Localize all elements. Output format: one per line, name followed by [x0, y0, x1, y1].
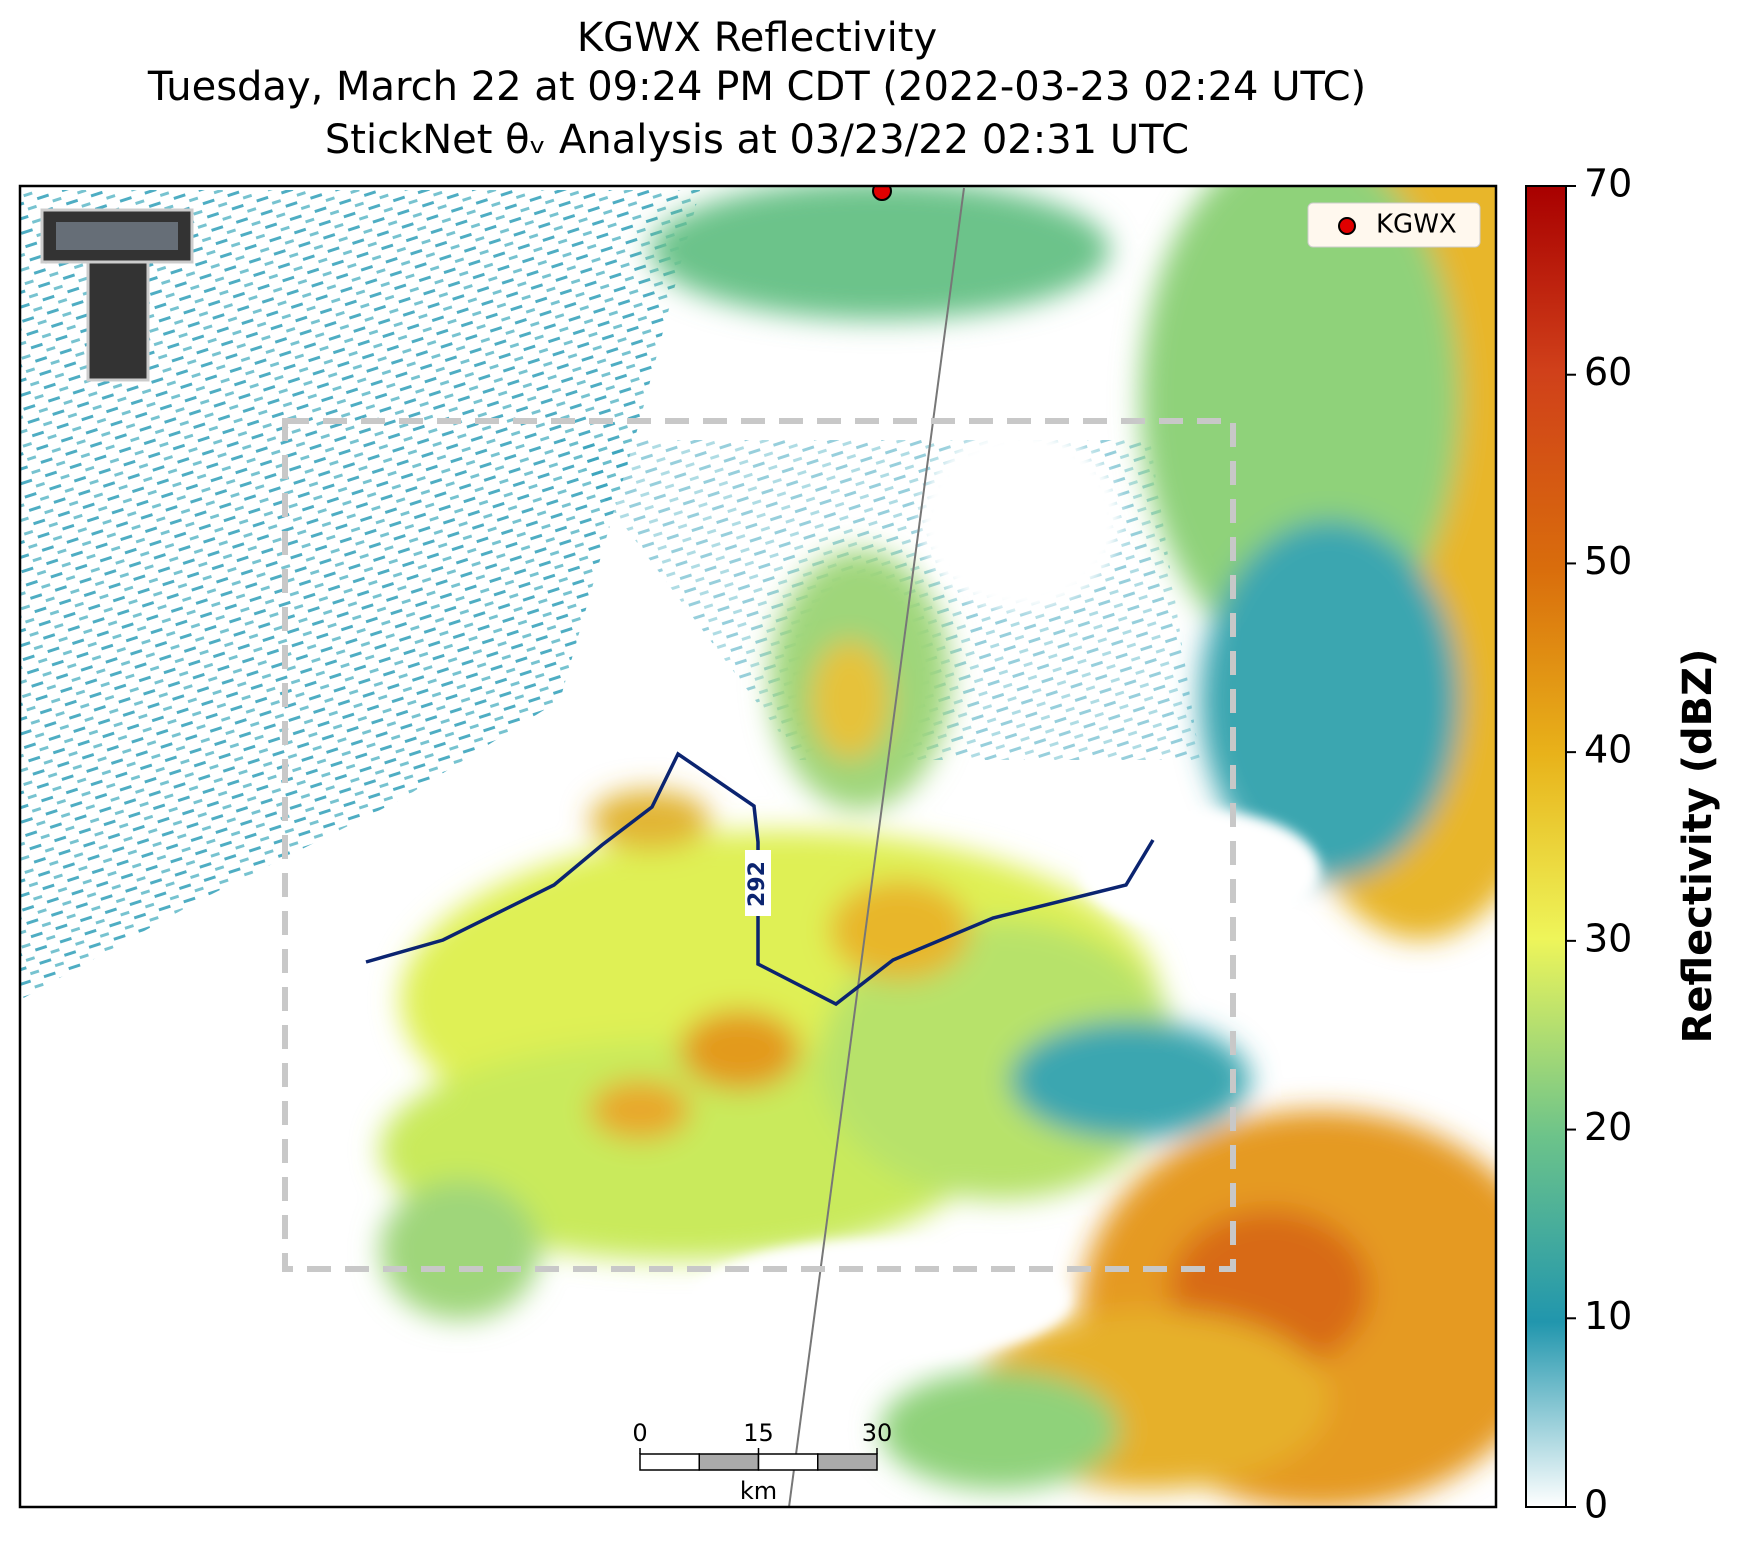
- colorbar-tick-label: 20: [1584, 1105, 1632, 1149]
- scale-bar: 0 15 30 km: [632, 1419, 892, 1505]
- title: KGWX Reflectivity Tuesday, March 22 at 0…: [147, 15, 1366, 163]
- scale-segment: [817, 1453, 878, 1471]
- radar-site: [872, 186, 892, 201]
- colorbar-tick-label: 10: [1584, 1294, 1632, 1338]
- contour-label: 292: [745, 861, 770, 907]
- colorbar-tick-label: 70: [1584, 162, 1632, 206]
- colorbar-tick-label: 30: [1584, 916, 1632, 960]
- colorbar-tick-label: 60: [1584, 350, 1632, 394]
- radar-map: 292 KGWX 0 15 30 km: [20, 186, 1496, 1507]
- colorbar-tick-label: 50: [1584, 539, 1632, 583]
- title-line: StickNet θᵥ Analysis at 03/23/22 02:31 U…: [325, 117, 1189, 163]
- colorbar: Reflectivity (dBZ) 0 10 20 30 40 50 60 70: [1525, 162, 1721, 1527]
- colorbar-label: Reflectivity (dBZ): [1675, 649, 1721, 1044]
- scale-tick-label: 15: [743, 1419, 774, 1447]
- colorbar-tick-label: 40: [1584, 728, 1632, 772]
- scale-segment: [698, 1453, 760, 1471]
- scale-segment: [639, 1453, 700, 1471]
- map-frame: [18, 184, 1498, 1509]
- scale-segment: [757, 1453, 819, 1471]
- logo: [40, 208, 194, 382]
- scale-tick-label: 30: [862, 1419, 893, 1447]
- legend: KGWX: [1307, 202, 1481, 248]
- colorbar-tick-label: 0: [1584, 1483, 1608, 1527]
- scale-unit: km: [740, 1477, 777, 1505]
- title-line: KGWX Reflectivity: [577, 15, 937, 61]
- title-line: Tuesday, March 22 at 09:24 PM CDT (2022-…: [147, 64, 1366, 110]
- legend-label: KGWX: [1376, 210, 1457, 240]
- scale-tick-label: 0: [632, 1419, 647, 1447]
